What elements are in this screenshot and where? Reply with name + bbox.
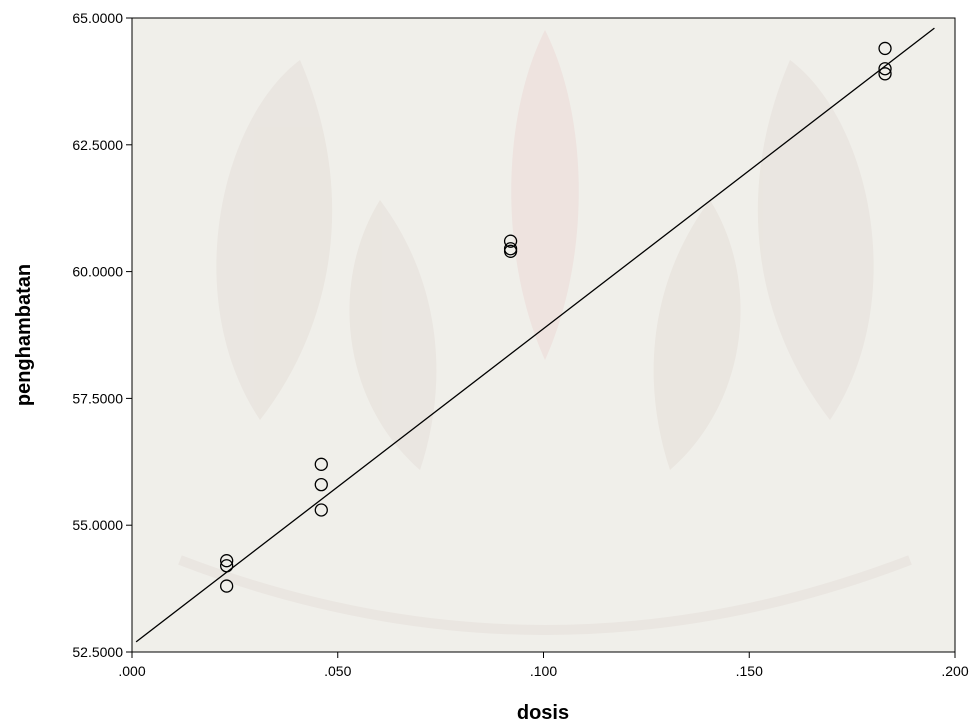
y-tick-label: 57.5000 <box>72 390 123 406</box>
data-point <box>314 457 328 471</box>
x-tick-label: .100 <box>530 663 557 679</box>
x-tick-label: .200 <box>941 663 968 679</box>
y-tick-label: 60.0000 <box>72 264 123 280</box>
data-points <box>219 41 892 593</box>
data-point <box>219 554 234 568</box>
fit-line <box>135 27 935 643</box>
watermark-logo <box>178 30 912 635</box>
data-point <box>219 559 234 573</box>
x-axis: .000 .050 .100 .150 .200 <box>118 652 969 679</box>
data-point <box>503 244 518 258</box>
y-axis-title: penghambatan <box>13 264 35 406</box>
data-point <box>503 234 518 248</box>
data-point <box>219 579 234 593</box>
y-tick-label: 62.5000 <box>72 137 123 153</box>
y-axis: 52.5000 55.0000 57.5000 60.0000 62.5000 65.00… <box>72 10 132 660</box>
data-point <box>878 41 892 56</box>
data-point <box>314 477 328 492</box>
data-point <box>314 503 328 517</box>
x-tick-label: .000 <box>118 663 145 679</box>
x-axis-title: dosis <box>517 702 569 724</box>
y-tick-label: 55.0000 <box>72 517 123 533</box>
y-tick-label: 65.0000 <box>72 10 123 26</box>
data-point <box>878 67 892 81</box>
x-tick-label: .050 <box>324 663 351 679</box>
x-tick-label: .150 <box>736 663 763 679</box>
y-tick-label: 52.5000 <box>72 644 123 660</box>
data-point <box>878 62 892 76</box>
fit-line-group <box>135 27 935 643</box>
